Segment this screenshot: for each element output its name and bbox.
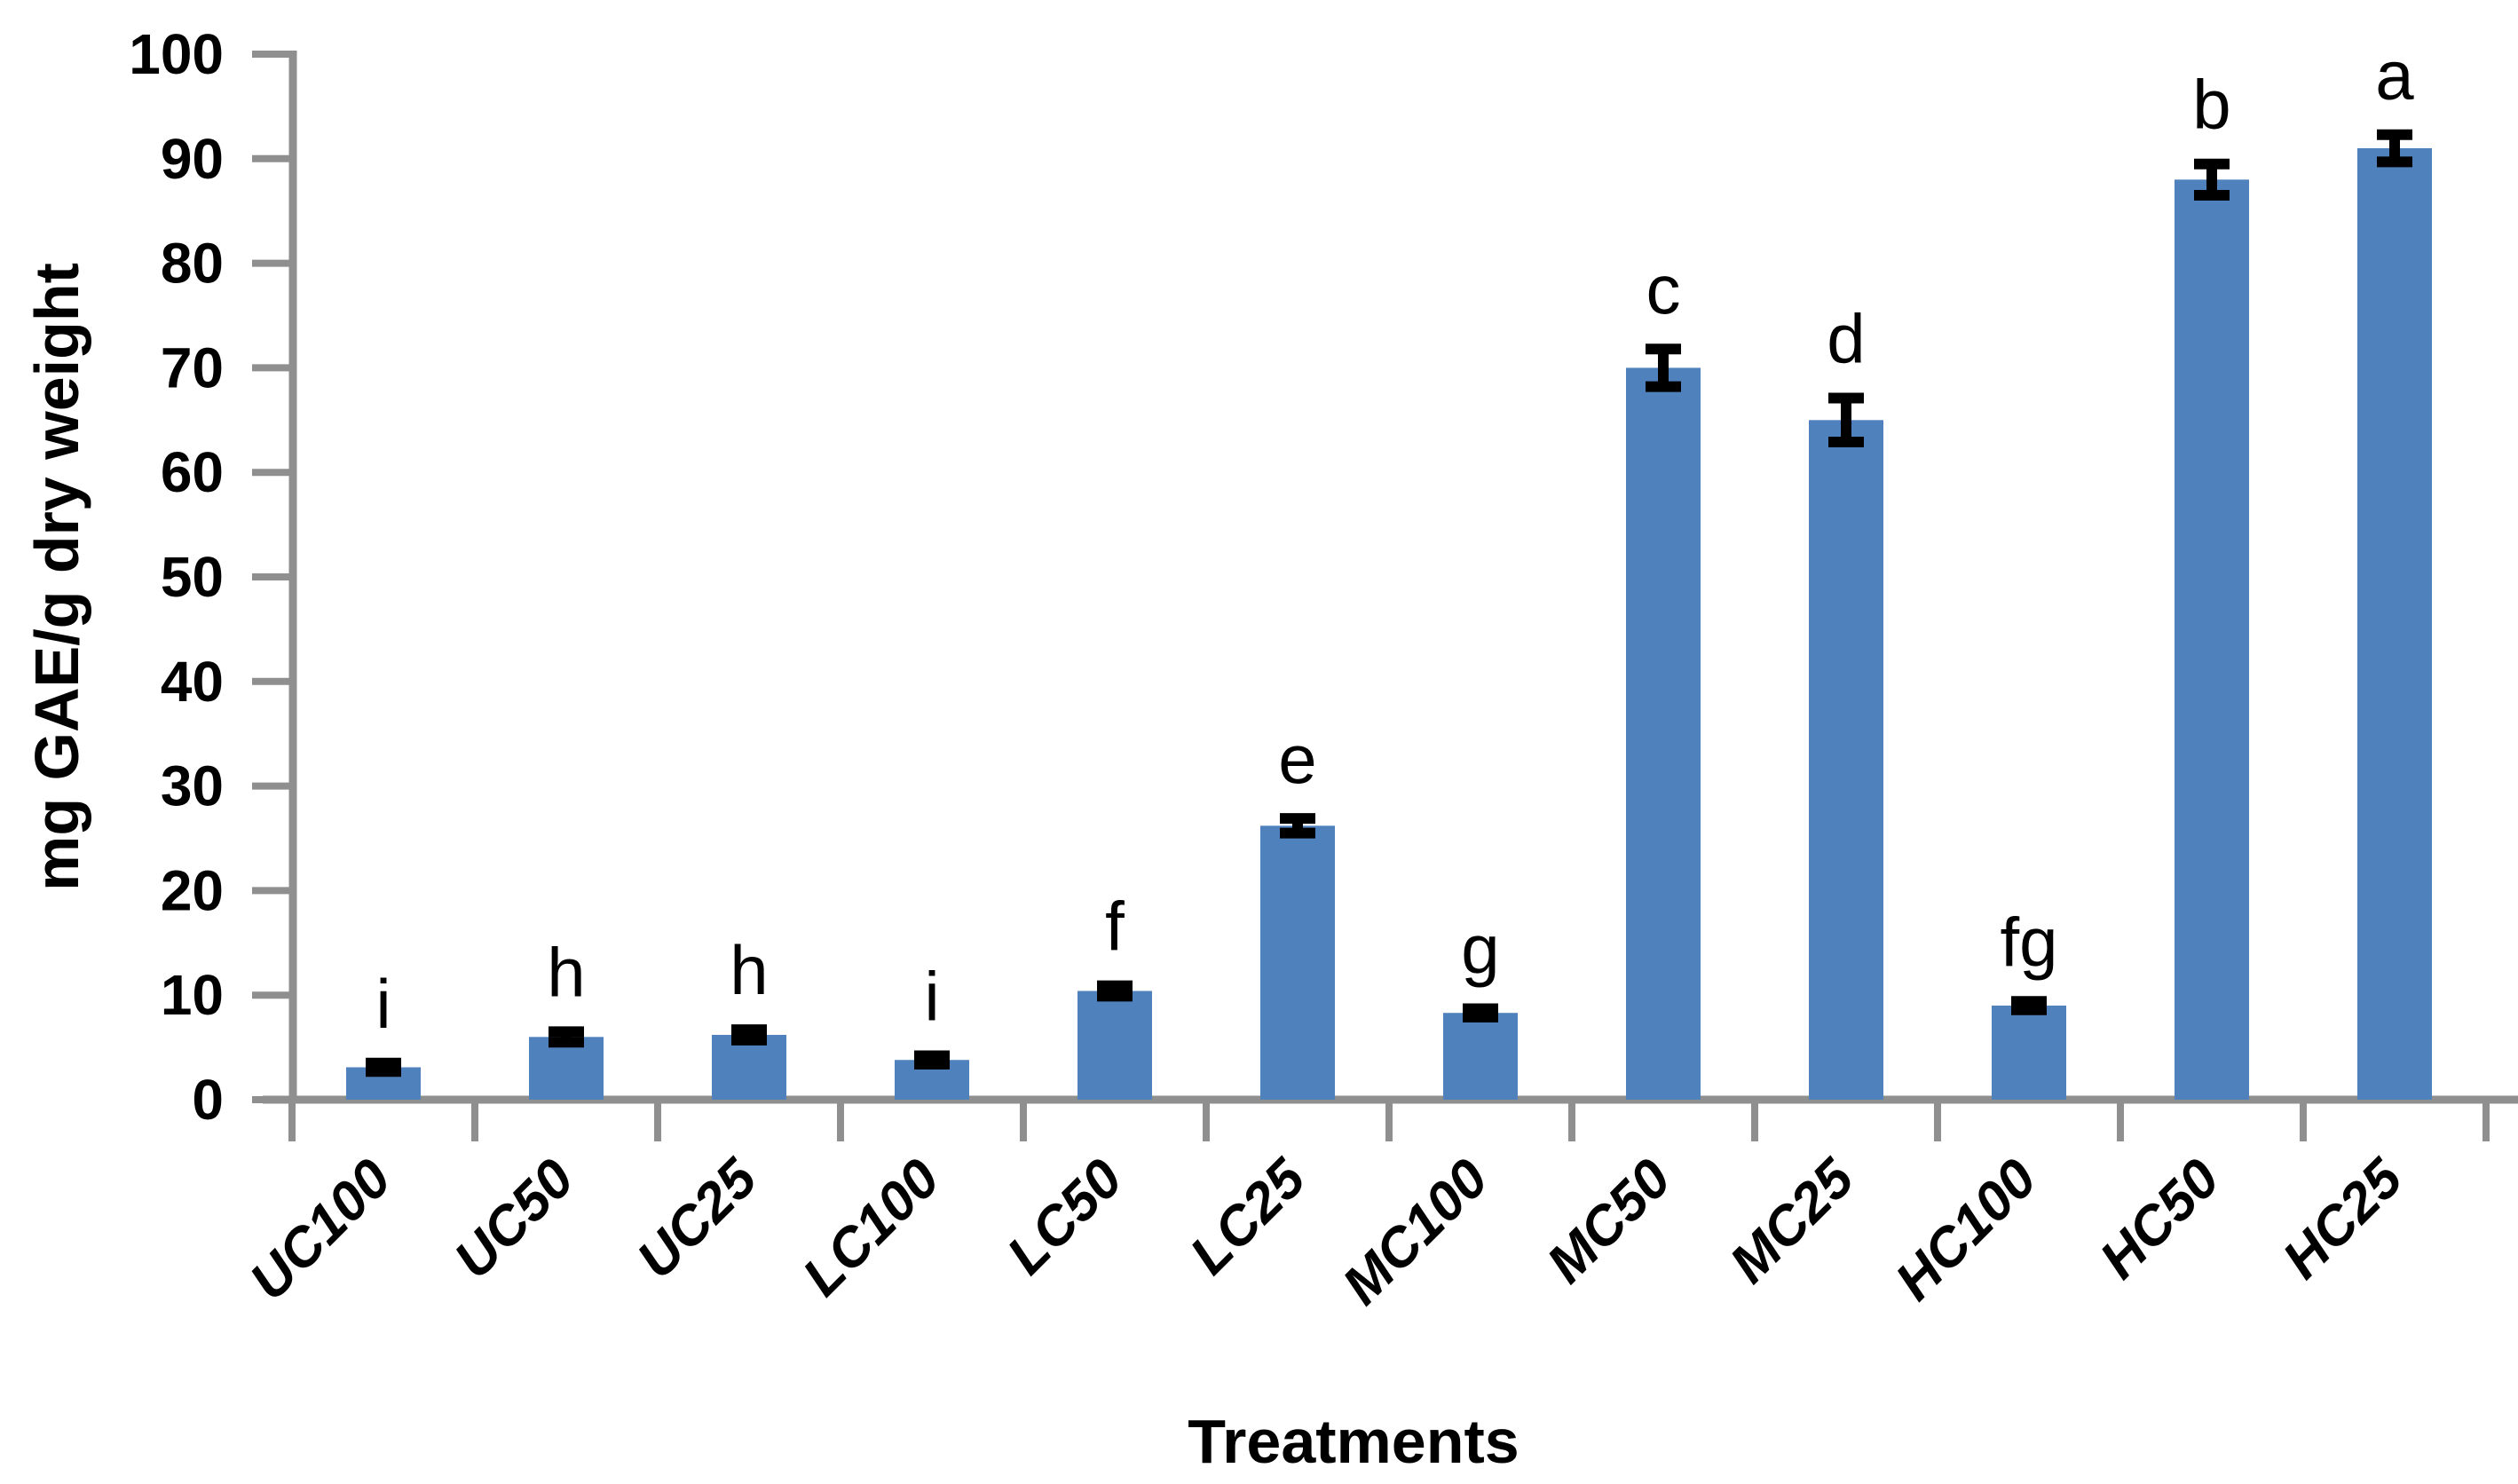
bar-LC25 (1260, 825, 1335, 1100)
x-tick-label-HC50: HC50 (2088, 1148, 2231, 1291)
bar-HC25 (2357, 148, 2432, 1100)
bars (346, 148, 2432, 1101)
bar-LC50 (1077, 991, 1152, 1100)
y-tick-label-20: 20 (161, 858, 224, 922)
y-tick-label-70: 70 (161, 335, 224, 399)
sig-letter-UC50: h (547, 933, 585, 1011)
x-tick-label-MC50: MC50 (1535, 1148, 1683, 1295)
x-tick-label-HC100: HC100 (1884, 1148, 2048, 1312)
y-tick-label-80: 80 (161, 232, 224, 296)
sig-letter-HC25: a (2375, 36, 2414, 114)
significance-letters: i h h i f e g c d fg b a (375, 36, 2414, 1043)
error-bars (366, 129, 2412, 1077)
sig-letter-HC50: b (2192, 66, 2230, 144)
x-tick-label-LC50: LC50 (996, 1148, 1134, 1286)
y-tick-label-30: 30 (161, 754, 224, 818)
bar-HC100 (1992, 1005, 2066, 1100)
x-tick-label-UC100: UC100 (239, 1148, 403, 1312)
y-axis-ticks: 0 10 20 30 40 50 60 70 80 90 100 (129, 22, 293, 1132)
sig-letter-MC100: g (1461, 911, 1499, 989)
axis-lines (263, 51, 2518, 1104)
x-tick-label-MC25: MC25 (1718, 1147, 1867, 1295)
y-tick-label-10: 10 (161, 963, 224, 1027)
sig-letter-UC100: i (375, 965, 391, 1043)
x-axis-title: Treatments (1188, 1407, 1519, 1476)
sig-letter-MC50: c (1646, 250, 1681, 328)
y-tick-label-90: 90 (161, 127, 224, 191)
y-tick-label-0: 0 (192, 1068, 224, 1132)
sig-letter-HC100: fg (2000, 903, 2057, 981)
y-tick-label-100: 100 (129, 22, 224, 86)
x-tick-label-LC100: LC100 (792, 1148, 951, 1307)
sig-letter-UC25: h (730, 931, 768, 1009)
y-axis-title: mg GAE/g dry weight (22, 263, 91, 891)
bar-MC25 (1809, 420, 1883, 1100)
y-tick-label-60: 60 (161, 440, 224, 504)
bar-MC50 (1626, 367, 1701, 1100)
sig-letter-LC100: i (924, 958, 939, 1036)
x-axis-ticks (288, 1100, 2490, 1141)
y-tick-label-40: 40 (161, 650, 224, 714)
bar-HC50 (2175, 179, 2249, 1101)
y-tick-label-50: 50 (161, 545, 224, 609)
x-tick-label-MC100: MC100 (1331, 1148, 1500, 1316)
x-tick-label-UC50: UC50 (443, 1148, 586, 1291)
x-category-labels: UC100 UC50 UC25 LC100 LC50 LC25 MC100 MC50 MC25 H… (239, 1147, 2415, 1316)
sig-letter-LC50: f (1105, 888, 1125, 966)
sig-letter-MC25: d (1827, 300, 1865, 378)
bar-UC25 (712, 1034, 786, 1100)
x-tick-label-UC25: UC25 (626, 1147, 770, 1291)
x-tick-label-HC25: HC25 (2271, 1147, 2415, 1291)
sig-letter-LC25: e (1278, 720, 1316, 798)
x-tick-label-LC25: LC25 (1179, 1147, 1318, 1286)
bar-MC100 (1443, 1013, 1518, 1100)
